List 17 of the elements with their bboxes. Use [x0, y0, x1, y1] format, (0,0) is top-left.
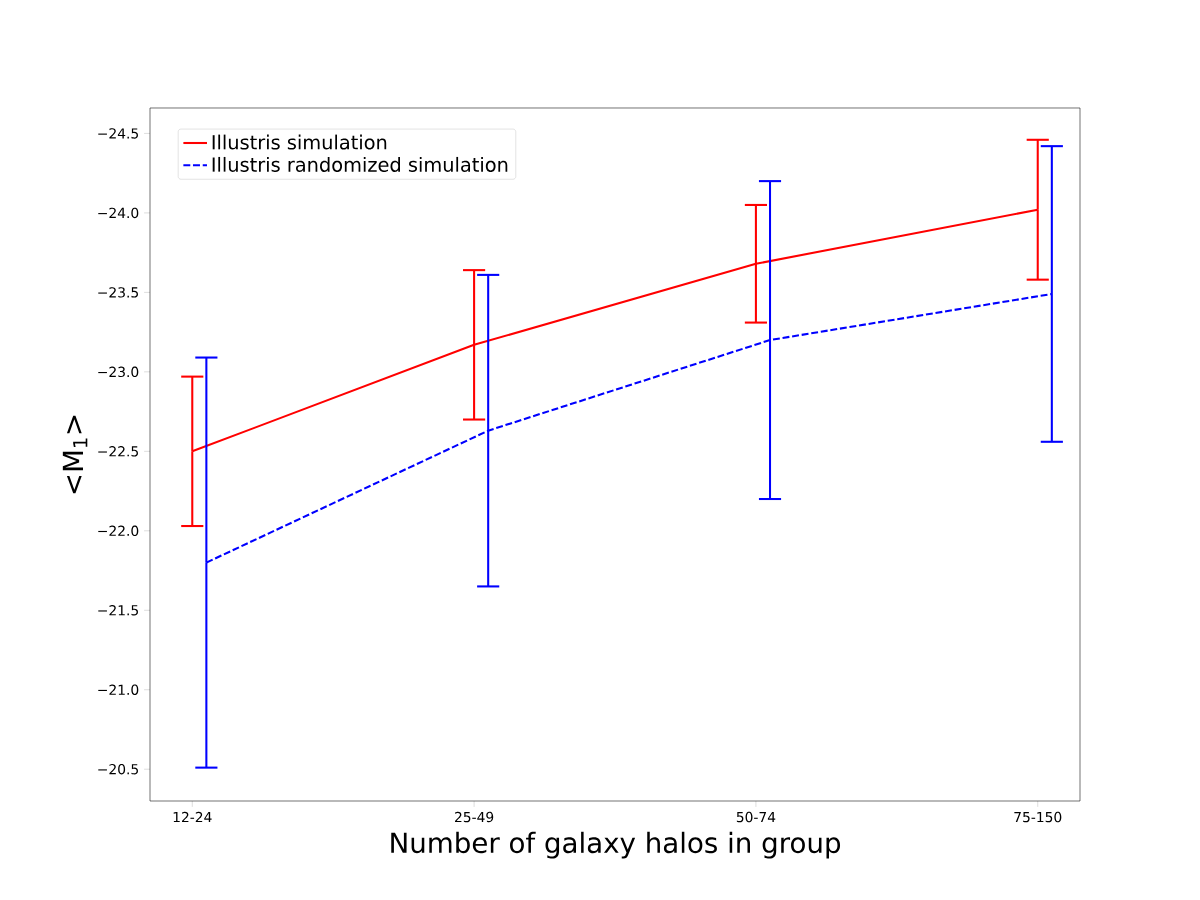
- y-axis-title: <M$_{1}$>: [62, 415, 88, 494]
- y-tick-label: −22.5: [98, 446, 138, 457]
- y-tick-label: −21.0: [98, 684, 139, 695]
- legend-label: Illustris randomized simulation: [212, 156, 508, 172]
- legend-label: Illustris simulation: [212, 134, 387, 150]
- y-tick-label: −23.0: [98, 366, 139, 378]
- x-tick-label: 75-150: [1014, 811, 1062, 823]
- y-tick-label: −23.5: [98, 287, 138, 298]
- x-tick-label: 12-24: [173, 811, 212, 823]
- y-tick-label: −20.5: [98, 763, 138, 775]
- y-tick-label: −22.0: [98, 525, 139, 537]
- y-tick-label: −24.0: [98, 207, 139, 219]
- x-axis-title: Number of galaxy halos in group: [391, 831, 841, 859]
- x-tick-label: 25-49: [455, 811, 494, 823]
- y-tick-label: −24.5: [98, 128, 138, 139]
- x-tick-label: 50-74: [736, 811, 776, 823]
- y-tick-label: −21.5: [98, 605, 138, 616]
